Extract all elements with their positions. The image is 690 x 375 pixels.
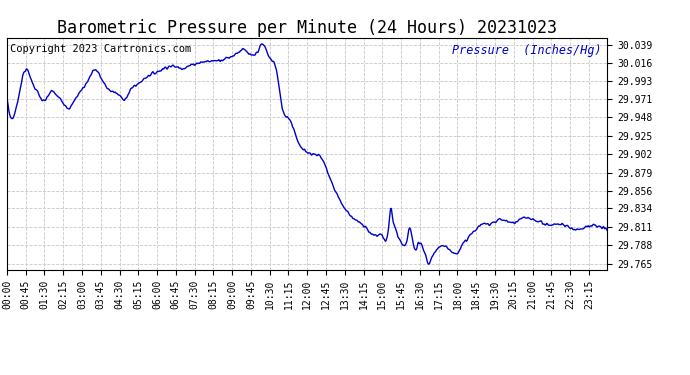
Text: Pressure  (Inches/Hg): Pressure (Inches/Hg)	[451, 45, 601, 57]
Text: Copyright 2023 Cartronics.com: Copyright 2023 Cartronics.com	[10, 45, 191, 54]
Title: Barometric Pressure per Minute (24 Hours) 20231023: Barometric Pressure per Minute (24 Hours…	[57, 20, 557, 38]
